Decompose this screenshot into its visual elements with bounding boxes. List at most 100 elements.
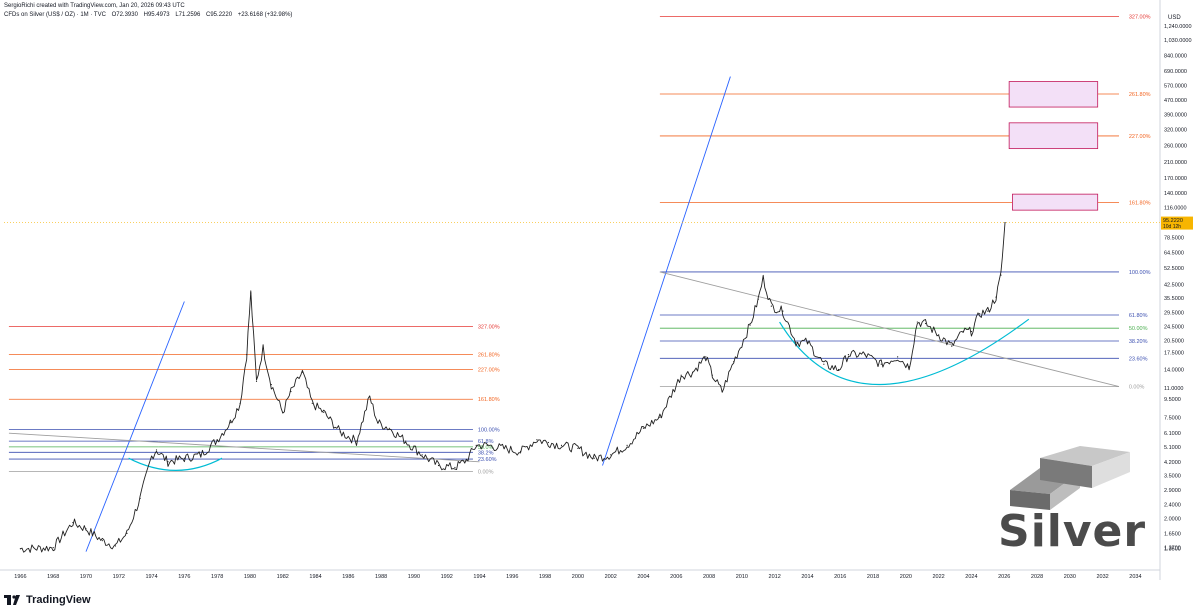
fib-2000s-label: 100.00% — [1129, 270, 1151, 276]
price-point — [593, 457, 595, 459]
time-tick-label: 2008 — [703, 574, 715, 580]
tradingview-brand[interactable]: TradingView — [4, 594, 91, 606]
time-axis[interactable]: 1966 1968 1970 1972 1974 1976 1978 1980 1982 1984… — [0, 569, 1160, 580]
price-point — [864, 354, 866, 356]
price-tick-label: 116.0000 — [1164, 205, 1187, 211]
fib-2000s-label: 50.00% — [1129, 326, 1148, 332]
price-point — [437, 464, 440, 467]
price-point — [101, 540, 103, 542]
price-tick-label: 78.5000 — [1164, 235, 1184, 241]
price-tick-label: 170.0000 — [1164, 176, 1187, 182]
price-tick-label: 4.2000 — [1164, 460, 1181, 466]
fib-1970s-label: 327.00% — [478, 325, 500, 331]
price-point — [311, 402, 313, 404]
symbol-label[interactable]: CFDs on Silver (US$ / OZ) · 1M · TVC — [4, 12, 106, 18]
price-tick-label: 52.5000 — [1164, 266, 1184, 272]
price-point — [642, 427, 645, 429]
time-tick-label: 1994 — [473, 574, 485, 580]
price-point — [200, 454, 202, 456]
price-point — [388, 427, 390, 429]
price-tick-label: 42.5000 — [1164, 282, 1184, 288]
close-value: C95.2220 — [206, 12, 233, 18]
price-tick-label: 14.0000 — [1164, 367, 1184, 373]
price-point — [979, 313, 981, 315]
price-point — [339, 431, 341, 433]
fib-2000s-label: 161.80% — [1129, 200, 1151, 206]
price-point — [924, 322, 927, 325]
time-tick-label: 2004 — [637, 574, 649, 580]
price-point — [626, 444, 628, 446]
low-value: L71.2596 — [175, 12, 201, 18]
price-point — [183, 457, 185, 459]
time-tick-label: 1976 — [178, 574, 190, 580]
price-point — [938, 334, 940, 336]
price-point — [229, 422, 231, 424]
time-tick-label: 1992 — [441, 574, 453, 580]
price-point — [610, 454, 612, 456]
time-tick-label: 1986 — [342, 574, 354, 580]
price-tick-label: 1.3700 — [1164, 546, 1181, 552]
open-value: O72.3930 — [111, 12, 138, 18]
price-point — [680, 374, 682, 376]
price-point — [970, 330, 973, 333]
price-point — [126, 532, 128, 534]
fib-2000s-label: 0.00% — [1129, 385, 1145, 391]
price-point — [250, 292, 252, 294]
price-point — [377, 422, 379, 424]
fib-levels: 327.00% 261.80% 227.00% 161.80% 100.00% 61.8%… — [8, 15, 1151, 475]
chart-header: SergioRichi created with TradingView.com… — [4, 2, 296, 20]
time-tick-label: 2034 — [1129, 574, 1141, 580]
price-point — [897, 356, 899, 358]
fib-2000s-label: 261.80% — [1129, 92, 1151, 98]
trendline — [8, 432, 480, 463]
time-tick-label: 2016 — [834, 574, 846, 580]
price-tick-label: 35.5000 — [1164, 296, 1184, 302]
price-tick-label: 24.5000 — [1164, 325, 1184, 331]
time-tick-label: 2006 — [670, 574, 682, 580]
fib-2000s-label: 38.20% — [1129, 339, 1148, 345]
fib-1970s-label: 61.8% — [478, 439, 494, 445]
brand-name: TradingView — [26, 594, 91, 606]
price-point — [757, 298, 759, 300]
countdown-label: 10d 12h — [1163, 224, 1181, 230]
target-zones — [1008, 81, 1099, 211]
fib-1970s-label: 227.00% — [478, 367, 500, 373]
price-point — [290, 390, 292, 393]
price-tick-label: 1.3500 — [1164, 547, 1181, 553]
price-point — [150, 455, 153, 458]
fib-1970s-label: 161.80% — [478, 397, 500, 403]
fib-1970s-label: 0.00% — [478, 469, 494, 475]
price-point — [270, 383, 272, 386]
time-tick-label: 2020 — [900, 574, 912, 580]
price-point — [995, 296, 997, 298]
price-point — [577, 447, 579, 450]
price-point — [951, 345, 953, 347]
time-tick-label: 2010 — [736, 574, 748, 580]
time-tick-label: 2018 — [867, 574, 879, 580]
price-tick-label: 1,240.0000 — [1164, 24, 1192, 30]
price-point — [255, 380, 258, 382]
cup-curves — [128, 318, 1030, 471]
price-point — [692, 371, 694, 373]
price-point — [301, 371, 304, 373]
price-point — [114, 545, 117, 547]
high-value: H95.4973 — [143, 12, 170, 18]
price-point — [962, 330, 964, 333]
time-tick-label: 1990 — [408, 574, 420, 580]
target-zone-box — [1008, 122, 1099, 150]
price-point — [323, 411, 325, 413]
time-tick-label: 2014 — [801, 574, 813, 580]
price-line — [20, 222, 1006, 553]
price-point — [847, 354, 850, 356]
price-tick-label: 17.5000 — [1164, 350, 1184, 356]
price-tick-label: 5.1000 — [1164, 445, 1181, 451]
price-point — [487, 444, 489, 446]
price-point — [733, 361, 735, 363]
target-zone-box — [1012, 193, 1099, 211]
time-tick-label: 1988 — [375, 574, 387, 580]
cup-curve-2010s — [779, 318, 1030, 386]
time-tick-label: 1974 — [145, 574, 157, 580]
